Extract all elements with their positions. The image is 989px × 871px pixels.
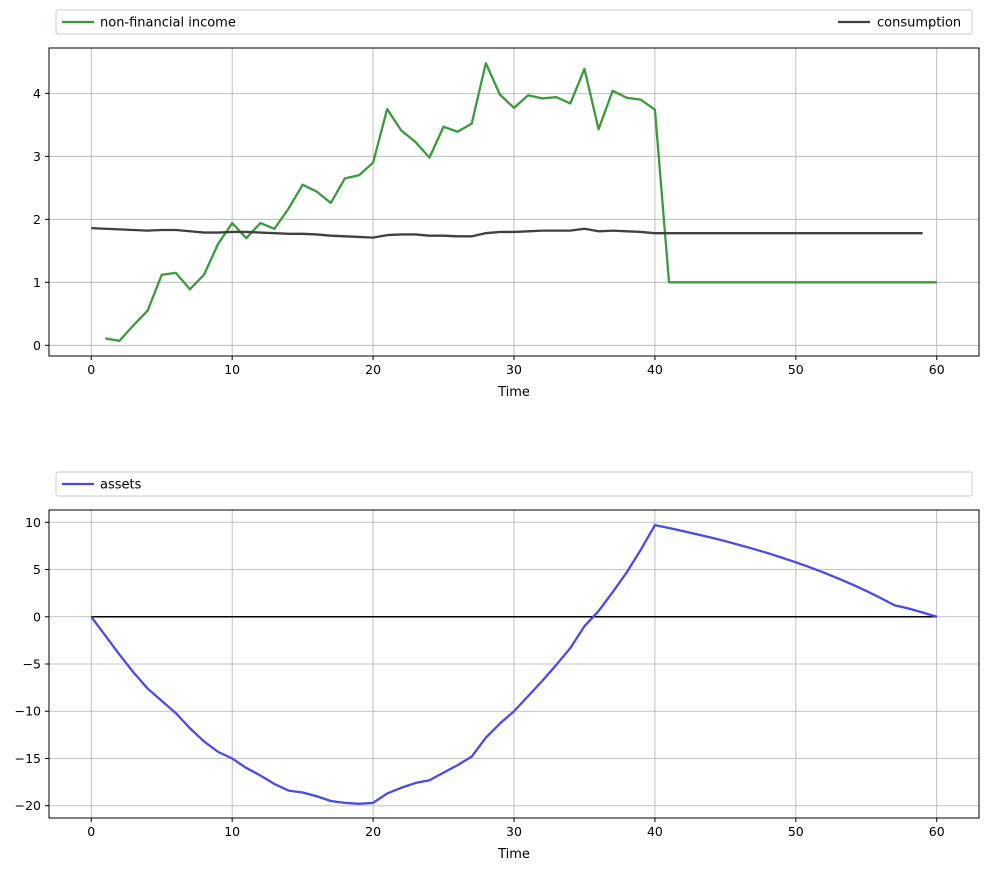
legend-top: non-financial income consumption: [55, 9, 973, 35]
series-line-consumption: [91, 226, 923, 239]
legend-label-income: non-financial income: [100, 16, 236, 31]
x-tick-label: 50: [788, 824, 804, 839]
plot-area-top: 0 10 20 30 40 50 60 0 1 2 3 4: [33, 47, 980, 377]
x-axis-label-top: Time: [497, 385, 530, 400]
y-tick-label: −10: [15, 704, 41, 719]
legend-frame: [55, 9, 973, 35]
x-tick-label: 20: [365, 362, 381, 377]
x-tick-label: 10: [224, 824, 240, 839]
y-tick-label: 4: [33, 86, 41, 101]
y-tick-label: −20: [15, 798, 41, 813]
chart-income-consumption: non-financial income consumption 0 10 20 30…: [33, 9, 980, 400]
y-tick-label: −15: [15, 751, 41, 766]
x-axis-label-bottom: Time: [497, 847, 530, 862]
series-line-non-financial-income: [105, 61, 937, 343]
x-tick-label: 30: [506, 824, 522, 839]
y-tick-label: 5: [33, 562, 41, 577]
y-tick-label: 0: [33, 609, 41, 624]
x-tick-label: 60: [929, 824, 945, 839]
x-tick-label: 40: [647, 362, 663, 377]
series-line-assets: [90, 523, 938, 805]
y-tick-label: 0: [33, 338, 41, 353]
y-tick-label: −5: [23, 657, 41, 672]
x-tick-label: 10: [224, 362, 240, 377]
legend-bottom: assets: [55, 471, 973, 497]
x-tick-label: 0: [87, 362, 95, 377]
x-tick-label: 40: [647, 824, 663, 839]
y-tick-label: 1: [33, 275, 41, 290]
legend-frame: [55, 471, 973, 497]
y-tick-label: 3: [33, 149, 41, 164]
x-tick-label: 50: [788, 362, 804, 377]
legend-label-assets: assets: [100, 478, 142, 493]
legend-label-consumption: consumption: [877, 16, 961, 31]
x-tick-label: 60: [929, 362, 945, 377]
x-tick-label: 30: [506, 362, 522, 377]
x-tick-label: 20: [365, 824, 381, 839]
y-tick-label: 2: [33, 212, 41, 227]
x-tick-label: 0: [87, 824, 95, 839]
y-tick-label: 10: [25, 515, 41, 530]
